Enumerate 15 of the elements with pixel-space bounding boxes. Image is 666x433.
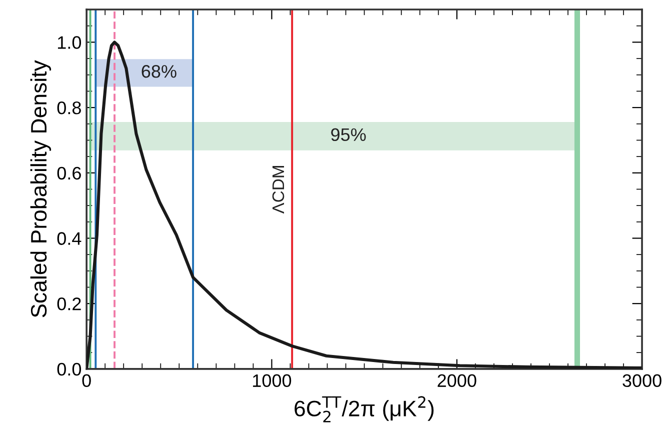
y-tick-label: 0.2 xyxy=(57,298,81,310)
x-tick-label: 3000 xyxy=(622,374,662,388)
y-tick-label: 0.4 xyxy=(57,232,82,245)
y-tick-label: 0.8 xyxy=(57,101,81,114)
y-axis-title: Scaled Probability Density xyxy=(30,60,52,318)
band-label: 95% xyxy=(331,128,366,142)
y-tick-label: 0.0 xyxy=(57,362,82,376)
ref-line-label: ΛCDM xyxy=(272,166,284,214)
x-tick-label: 2000 xyxy=(438,374,476,388)
y-tick-label: 1.0 xyxy=(58,36,82,49)
x-tick-label: 1000 xyxy=(253,374,292,388)
y-tick-label: 0.6 xyxy=(57,166,81,180)
x-tick-label: 0 xyxy=(82,374,91,388)
band-label: 68% xyxy=(142,65,176,78)
x-axis-title: 6C$^{TT}$$_{2}$/2π (μK$^{2}$) xyxy=(294,396,434,422)
